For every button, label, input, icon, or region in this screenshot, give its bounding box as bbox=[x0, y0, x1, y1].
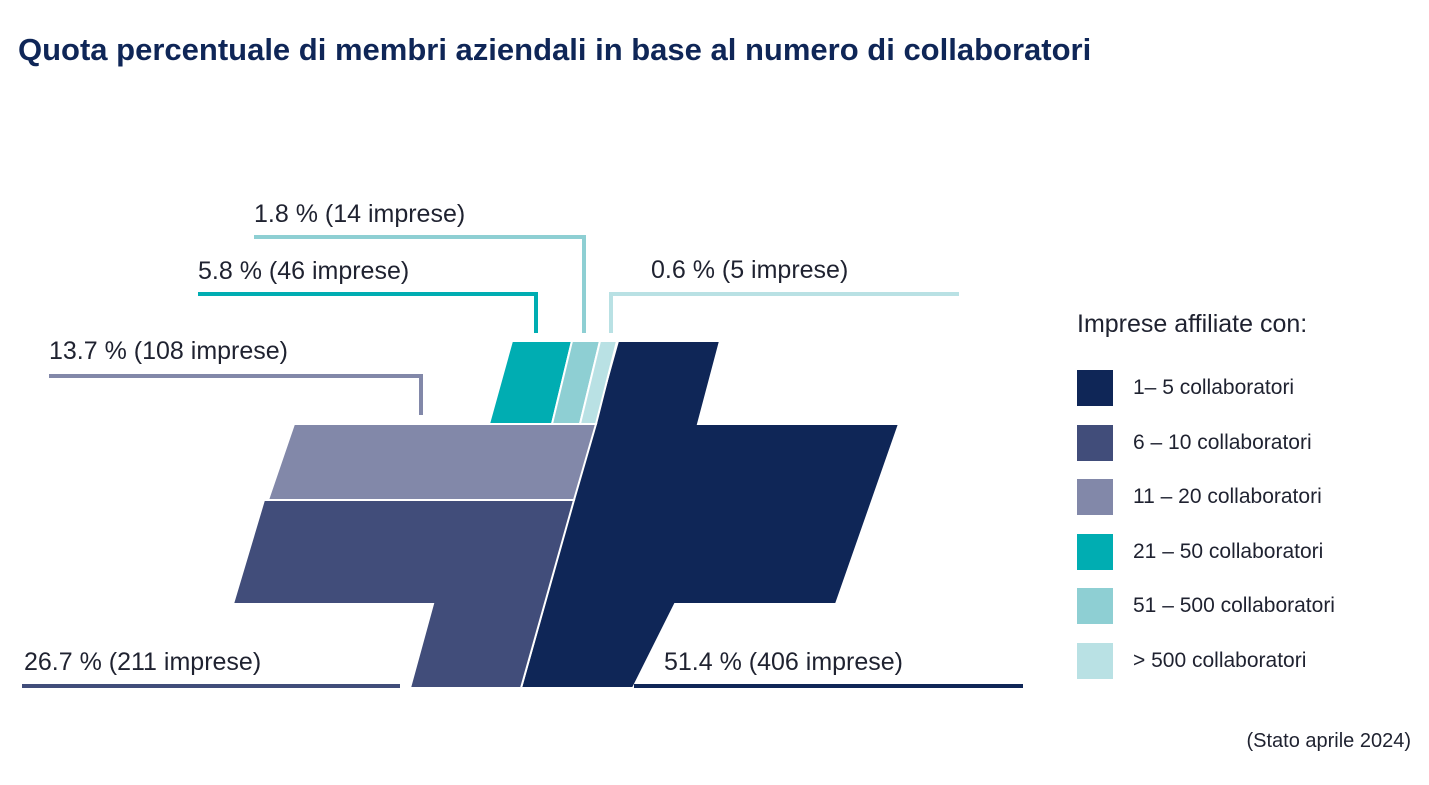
legend-label-11-20: 11 – 20 collaboratori bbox=[1133, 485, 1322, 509]
legend-item-21-50: 21 – 50 collaboratori bbox=[1077, 525, 1417, 580]
segment-1-5 bbox=[519, 340, 901, 689]
legend-swatch-51-500 bbox=[1077, 588, 1113, 625]
leader-line-21-50 bbox=[198, 292, 538, 333]
legend: Imprese affiliate con: 1– 5 collaborator… bbox=[1077, 310, 1417, 688]
data-label-6-10: 26.7 % (211 imprese) bbox=[24, 648, 261, 676]
leader-line-11-20 bbox=[49, 374, 423, 415]
segment-over-500 bbox=[578, 340, 619, 425]
legend-swatch-21-50 bbox=[1077, 533, 1113, 570]
data-label-1-5: 51.4 % (406 imprese) bbox=[664, 648, 903, 676]
legend-swatch-11-20 bbox=[1077, 479, 1113, 516]
segment-6-10 bbox=[231, 499, 576, 689]
legend-swatch-over-500 bbox=[1077, 642, 1113, 679]
data-label-51-500: 1.8 % (14 imprese) bbox=[254, 200, 465, 228]
legend-swatch-6-10 bbox=[1077, 424, 1113, 461]
legend-label-51-500: 51 – 500 collaboratori bbox=[1133, 594, 1335, 618]
segment-11-20 bbox=[266, 423, 598, 501]
legend-item-6-10: 6 – 10 collaboratori bbox=[1077, 416, 1417, 471]
legend-label-21-50: 21 – 50 collaboratori bbox=[1133, 539, 1324, 563]
legend-item-1-5: 1– 5 collaboratori bbox=[1077, 361, 1417, 416]
data-label-21-50: 5.8 % (46 imprese) bbox=[198, 257, 409, 285]
legend-label-6-10: 6 – 10 collaboratori bbox=[1133, 430, 1312, 454]
leader-line-over-500 bbox=[609, 292, 959, 333]
data-label-11-20: 13.7 % (108 imprese) bbox=[49, 337, 288, 365]
leader-line-51-500 bbox=[254, 235, 586, 333]
data-label-over-500: 0.6 % (5 imprese) bbox=[651, 256, 848, 284]
legend-label-1-5: 1– 5 collaboratori bbox=[1133, 376, 1295, 400]
legend-title: Imprese affiliate con: bbox=[1077, 310, 1308, 338]
legend-item-51-500: 51 – 500 collaboratori bbox=[1077, 579, 1417, 634]
legend-label-over-500: > 500 collaboratori bbox=[1133, 648, 1307, 672]
legend-item-over-500: > 500 collaboratori bbox=[1077, 634, 1417, 689]
chart-title: Quota percentuale di membri aziendali in… bbox=[18, 32, 1092, 67]
status-note: (Stato aprile 2024) bbox=[1246, 730, 1411, 752]
legend-swatch-1-5 bbox=[1077, 370, 1113, 407]
legend-item-11-20: 11 – 20 collaboratori bbox=[1077, 470, 1417, 525]
